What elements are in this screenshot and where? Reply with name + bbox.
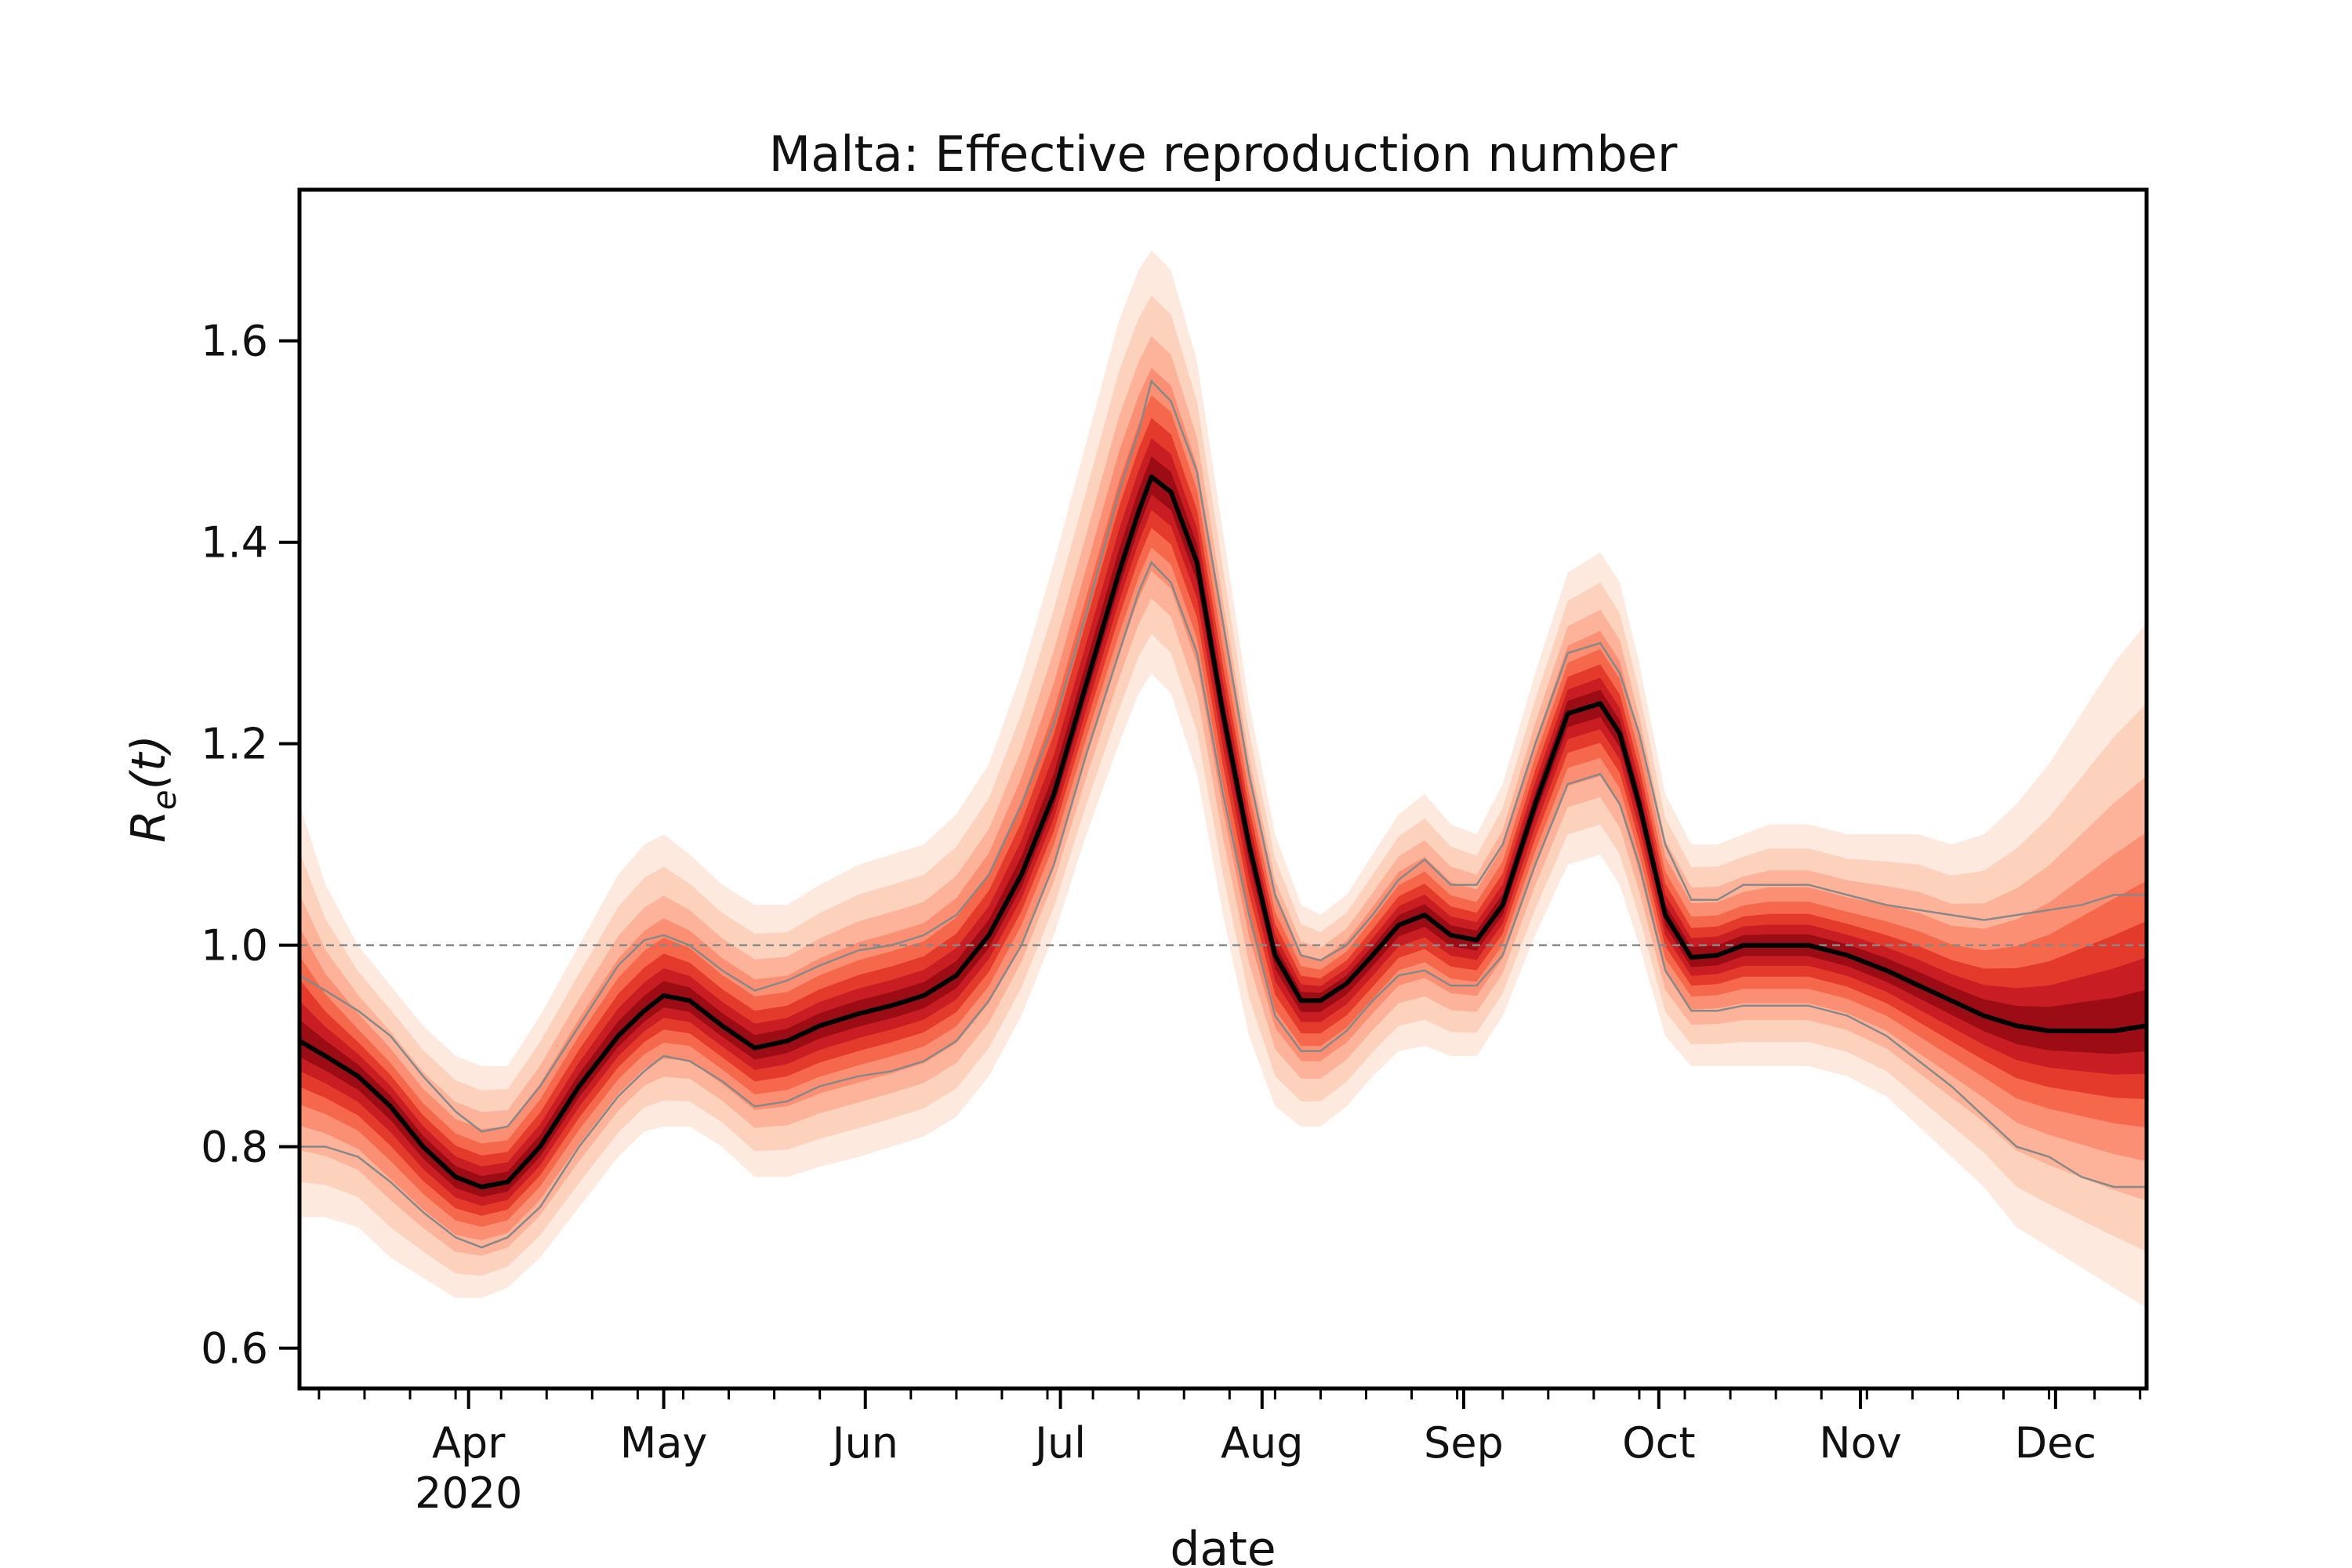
y-tick-label: 1.0 [201,921,268,971]
uncertainty-band-6 [299,418,2147,1216]
x-tick-label: Dec [2015,1418,2097,1468]
x-tick-label: Apr [432,1418,506,1468]
x-tick-sublabel: 2020 [415,1468,522,1518]
y-tick-label: 0.8 [201,1123,268,1172]
x-tick-label: Aug [1221,1418,1303,1468]
series-upper-bound-line [299,379,2147,1133]
series-lower-bound-line [299,561,2147,1249]
x-axis-label: date [1170,1522,1276,1568]
y-axis: 0.6 0.8 1.0 1.2 1.4 1.6 [201,317,299,1374]
y-tick-label: 1.2 [201,720,268,769]
y-tick-label: 1.6 [201,317,268,366]
y-tick-label: 0.6 [201,1324,268,1374]
chart-title: Malta: Effective reproduction number [769,125,1678,183]
y-tick-label: 1.4 [201,518,268,568]
x-tick-label: Sep [1424,1418,1504,1468]
plot-area [299,250,2147,1308]
series-median-line [299,474,2147,1189]
x-tick-label: Oct [1622,1418,1695,1468]
x-tick-label: May [620,1418,708,1468]
x-tick-label: Jun [830,1418,898,1468]
x-tick-label: Jul [1033,1418,1086,1468]
y-axis-label: Re(t) [122,735,183,843]
x-tick-label: Nov [1819,1418,1901,1468]
plot-frame [297,187,2149,1391]
